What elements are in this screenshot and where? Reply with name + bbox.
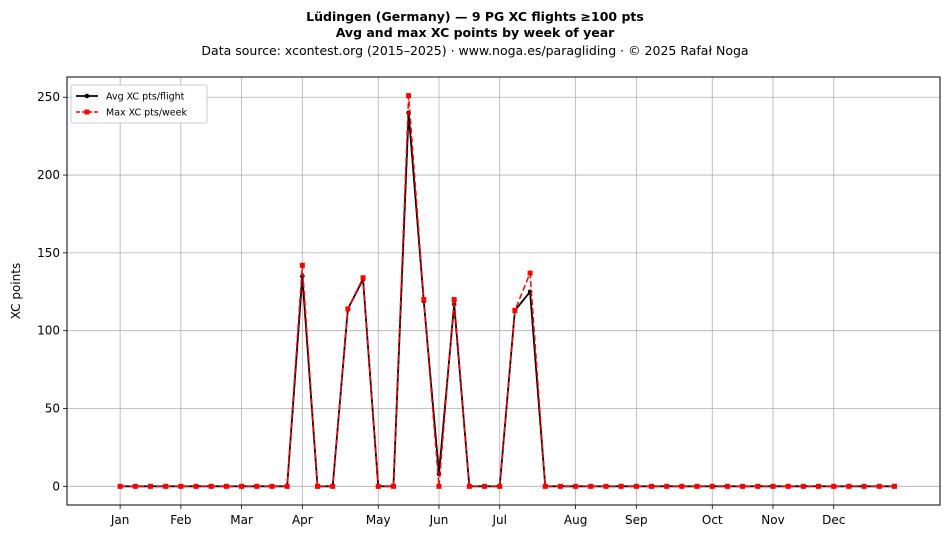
data-point: [603, 483, 609, 489]
data-point: [831, 483, 837, 489]
data-point: [876, 483, 882, 489]
legend-label: Avg XC pts/flight: [106, 92, 185, 103]
y-tick-label: 200: [37, 168, 60, 182]
data-point: [497, 483, 503, 489]
data-point: [694, 483, 700, 489]
chart-source: Data source: xcontest.org (2015–2025) · …: [201, 43, 748, 58]
legend-marker: [84, 109, 90, 115]
data-point: [664, 483, 670, 489]
data-point: [785, 483, 791, 489]
data-point: [421, 297, 427, 303]
data-point: [861, 483, 867, 489]
data-point: [436, 483, 442, 489]
data-point: [633, 483, 639, 489]
x-tick-label: Feb: [170, 513, 191, 527]
data-point: [132, 483, 138, 489]
data-point: [649, 483, 655, 489]
data-point: [315, 483, 321, 489]
data-point: [800, 483, 806, 489]
y-tick-label: 50: [45, 402, 60, 416]
data-point: [618, 483, 624, 489]
data-point: [284, 483, 290, 489]
data-point: [390, 483, 396, 489]
data-point: [299, 262, 305, 268]
y-tick-label: 150: [37, 246, 60, 260]
y-tick-label: 100: [37, 324, 60, 338]
data-point: [709, 483, 715, 489]
grid-lines: [67, 77, 940, 505]
series-line: [120, 94, 895, 488]
x-tick-label: Nov: [761, 513, 784, 527]
data-point: [557, 483, 563, 489]
x-tick-label: Sep: [625, 513, 648, 527]
data-point: [724, 483, 730, 489]
legend-box: [70, 84, 208, 124]
data-point: [178, 483, 184, 489]
data-point: [208, 483, 214, 489]
data-point: [254, 483, 260, 489]
x-tick-label: Jul: [491, 513, 506, 527]
data-point: [117, 483, 123, 489]
data-point: [527, 270, 533, 276]
data-point: [406, 93, 412, 99]
data-point: [451, 297, 457, 303]
legend-label: Max XC pts/week: [106, 108, 187, 119]
chart-subtitle: Avg and max XC points by week of year: [336, 25, 615, 40]
y-axis-label: XC points: [9, 263, 23, 319]
data-point: [360, 275, 366, 281]
data-point: [345, 306, 351, 312]
x-tick-label: Aug: [564, 513, 587, 527]
x-tick-label: May: [366, 513, 391, 527]
data-point: [163, 483, 169, 489]
x-tick-label: Mar: [230, 513, 253, 527]
data-point: [573, 483, 579, 489]
data-point: [816, 483, 822, 489]
x-tick-label: Jun: [429, 513, 449, 527]
data-point: [740, 483, 746, 489]
data-point: [239, 483, 245, 489]
legend: Avg XC pts/flight Max XC pts/week: [70, 84, 208, 124]
data-point: [330, 483, 336, 489]
data-point: [679, 483, 685, 489]
y-axis: 0 50 100 150 200 250: [37, 90, 67, 493]
data-point: [512, 307, 518, 313]
y-tick-label: 250: [37, 90, 60, 104]
x-tick-label: Apr: [292, 513, 313, 527]
data-point: [846, 483, 852, 489]
data-point: [542, 483, 548, 489]
x-axis: Jan Feb Mar Apr May Jun Jul Aug Sep Oct Nov Dec: [110, 505, 845, 527]
data-point: [466, 483, 472, 489]
series-layer: [117, 93, 897, 489]
plot-frame: [66, 76, 941, 506]
data-point: [148, 483, 154, 489]
data-point: [375, 483, 381, 489]
data-point: [755, 483, 761, 489]
x-tick-label: Jan: [110, 513, 130, 527]
data-point: [588, 483, 594, 489]
y-tick-label: 0: [52, 479, 60, 493]
series-line: [120, 111, 895, 488]
legend-marker: [84, 93, 90, 99]
data-point: [269, 483, 275, 489]
data-point: [891, 483, 897, 489]
data-point: [482, 483, 488, 489]
x-tick-label: Oct: [702, 513, 723, 527]
chart-title: Lüdingen (Germany) — 9 PG XC flights ≥10…: [306, 9, 644, 24]
data-point: [193, 483, 199, 489]
data-point: [770, 483, 776, 489]
x-tick-label: Dec: [822, 513, 845, 527]
data-point: [223, 483, 229, 489]
